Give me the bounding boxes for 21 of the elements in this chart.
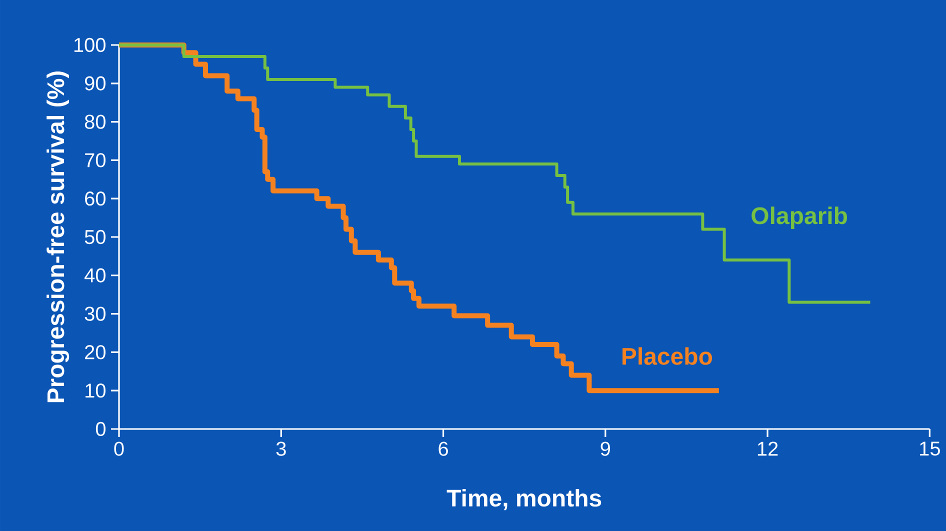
y-tick-label: 0 [96, 422, 106, 436]
x-tick-label: 12 [758, 442, 778, 456]
y-tick-label: 60 [85, 192, 106, 206]
x-tick-label: 9 [600, 442, 610, 456]
x-tick-label: 6 [438, 442, 448, 456]
y-tick-label: 100 [74, 38, 106, 52]
x-axis-title: Time, months [446, 489, 602, 510]
y-tick-label: 90 [84, 76, 106, 90]
y-tick-label: 30 [84, 306, 106, 321]
y-tick-label: 80 [84, 114, 106, 129]
y-tick-label: 40 [84, 268, 106, 282]
y-axis-title: Progression-free survival (%) [46, 72, 70, 402]
y-tick-label: 50 [84, 230, 106, 244]
y-tick-label: 10 [86, 384, 106, 398]
y-tick-label: 20 [85, 345, 106, 360]
y-tick-label: 70 [85, 153, 106, 168]
series-label: Placebo [622, 347, 712, 365]
x-tick-label: 0 [114, 442, 124, 456]
series-label: Olaparib [752, 206, 848, 229]
x-tick-label: 3 [276, 442, 286, 456]
x-tick-label: 15 [920, 442, 940, 456]
